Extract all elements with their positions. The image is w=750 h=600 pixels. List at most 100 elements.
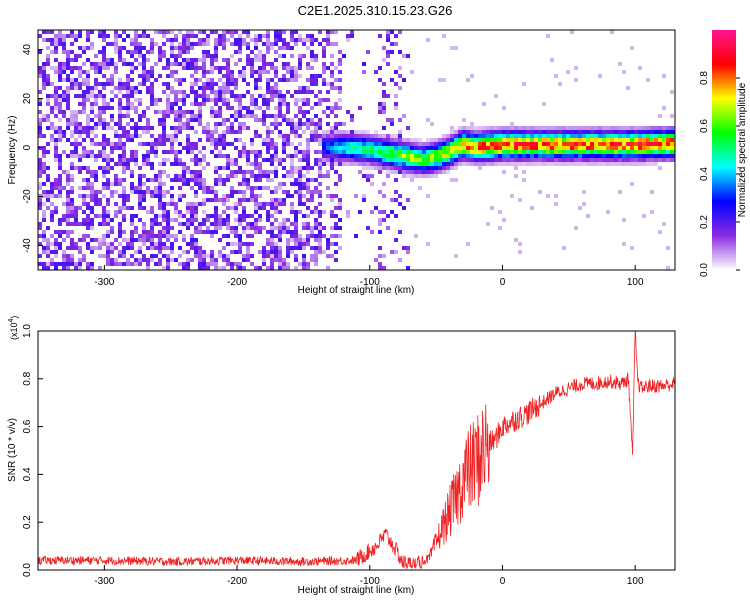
heatmap-cell xyxy=(294,238,298,242)
heatmap-cell xyxy=(406,138,410,142)
heatmap-cell xyxy=(186,170,190,174)
heatmap-cell xyxy=(334,158,338,162)
heatmap-cell xyxy=(498,142,502,146)
heatmap-cell xyxy=(330,54,334,58)
heatmap-cell xyxy=(174,62,178,66)
heatmap-cell xyxy=(310,258,314,262)
heatmap-cell xyxy=(494,146,498,150)
heatmap-cell xyxy=(302,202,306,206)
heatmap-cell xyxy=(370,154,374,158)
heatmap-cell xyxy=(78,82,82,86)
heatmap-cell xyxy=(458,146,462,150)
heatmap-cell xyxy=(334,194,338,198)
heatmap-cell xyxy=(74,66,78,70)
heatmap-cell xyxy=(362,194,366,198)
heatmap-cell xyxy=(298,122,302,126)
heatmap-cell xyxy=(134,162,138,166)
heatmap-cell xyxy=(110,262,114,266)
heatmap-cell xyxy=(262,118,266,122)
heatmap-cell xyxy=(314,250,318,254)
heatmap-cell xyxy=(626,86,630,90)
heatmap-cell xyxy=(70,238,74,242)
colorbar-tick-label: 0.2 xyxy=(699,215,710,229)
heatmap-cell xyxy=(450,154,454,158)
heatmap-cell xyxy=(258,94,262,98)
heatmap-cell xyxy=(230,230,234,234)
heatmap-cell xyxy=(150,90,154,94)
heatmap-cell xyxy=(102,150,106,154)
heatmap-cell xyxy=(326,82,330,86)
heatmap-cell xyxy=(222,90,226,94)
heatmap-cell xyxy=(78,154,82,158)
heatmap-cell xyxy=(158,194,162,198)
heatmap-cell xyxy=(330,150,334,154)
heatmap-cell xyxy=(478,126,482,130)
heatmap-cell xyxy=(546,150,550,154)
heatmap-cell xyxy=(238,266,242,270)
heatmap-cell xyxy=(190,186,194,190)
heatmap-cell xyxy=(230,242,234,246)
heatmap-cell xyxy=(218,98,222,102)
heatmap-cell xyxy=(190,82,194,86)
heatmap-cell xyxy=(318,226,322,230)
heatmap-cell xyxy=(286,262,290,266)
heatmap-cell xyxy=(422,170,426,174)
heatmap-cell xyxy=(58,30,62,34)
heatmap-cell xyxy=(50,110,54,114)
heatmap-cell xyxy=(354,162,358,166)
heatmap-cell xyxy=(46,242,50,246)
heatmap-cell xyxy=(654,150,658,154)
heatmap-cell xyxy=(162,226,166,230)
heatmap-cell xyxy=(214,122,218,126)
heatmap-cell xyxy=(382,266,386,270)
heatmap-cell xyxy=(418,162,422,166)
heatmap-cell xyxy=(126,130,130,134)
heatmap-cell xyxy=(90,222,94,226)
heatmap-cell xyxy=(538,126,542,130)
heatmap-cell xyxy=(250,170,254,174)
heatmap-cell xyxy=(130,50,134,54)
heatmap-cell xyxy=(86,206,90,210)
heatmap-cell xyxy=(306,150,310,154)
heatmap-cell xyxy=(142,258,146,262)
heatmap-cell xyxy=(90,210,94,214)
heatmap-cell xyxy=(282,98,286,102)
heatmap-cell xyxy=(150,254,154,258)
heatmap-cell xyxy=(670,154,674,158)
heatmap-cell xyxy=(58,178,62,182)
heatmap-cell xyxy=(206,78,210,82)
heatmap-cell xyxy=(190,242,194,246)
heatmap-cell xyxy=(358,142,362,146)
heatmap-cell xyxy=(214,266,218,270)
heatmap-cell xyxy=(122,238,126,242)
heatmap-cell xyxy=(234,30,238,34)
heatmap-cell xyxy=(66,94,70,98)
heatmap-cell xyxy=(90,262,94,266)
heatmap-cell xyxy=(198,86,202,90)
heatmap-cell xyxy=(182,34,186,38)
heatmap-cell xyxy=(86,94,90,98)
heatmap-cell xyxy=(82,186,86,190)
heatmap-cell xyxy=(270,122,274,126)
heatmap-cell xyxy=(314,74,318,78)
heatmap-cell xyxy=(394,162,398,166)
heatmap-cell xyxy=(202,222,206,226)
heatmap-cell xyxy=(214,50,218,54)
heatmap-cell xyxy=(338,198,342,202)
heatmap-cell xyxy=(82,178,86,182)
heatmap-cell xyxy=(74,246,78,250)
heatmap-cell xyxy=(82,82,86,86)
heatmap-cell xyxy=(278,162,282,166)
heatmap-cell xyxy=(234,226,238,230)
heatmap-cell xyxy=(426,154,430,158)
heatmap-cell xyxy=(106,254,110,258)
heatmap-cell xyxy=(646,146,650,150)
heatmap-cell xyxy=(522,138,526,142)
heatmap-cell xyxy=(486,222,490,226)
heatmap-cell xyxy=(550,142,554,146)
heatmap-cell xyxy=(282,166,286,170)
heatmap-cell xyxy=(634,138,638,142)
heatmap-cell xyxy=(226,74,230,78)
heatmap-cell xyxy=(586,154,590,158)
heatmap-cell xyxy=(122,30,126,34)
